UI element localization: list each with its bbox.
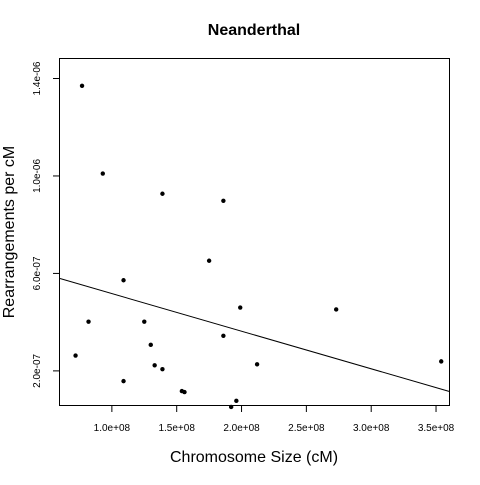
data-point [121,278,126,283]
y-tick-label: 1.4e-06 [32,61,43,95]
regression-line-group [59,278,450,392]
data-point [333,307,339,312]
x-tick-label: 2.5e+08 [288,423,325,434]
data-point [86,319,91,324]
x-tick-label: 3.5e+08 [418,423,455,434]
x-axis-title: Chromosome Size (cM) [170,449,338,466]
y-tick-label: 6.0e-07 [32,256,43,290]
data-point [100,171,105,176]
y-axis-title: Rearrangements per cM [1,146,18,319]
data-point [152,363,157,368]
data-point [160,191,165,196]
plot-frame [59,58,450,406]
x-tick-label: 1.0e+08 [94,423,131,434]
y-tick-label: 2.0e-07 [32,353,43,387]
data-points [73,83,444,410]
data-point [182,389,187,395]
data-point [221,333,226,338]
y-tick-label: 1.0e-06 [32,159,43,193]
chart-title: Neanderthal [208,22,300,39]
data-point [148,342,153,348]
data-point [439,359,444,364]
regression-line [59,278,450,392]
data-point [234,398,239,404]
data-point [228,404,234,410]
x-axis: 1.0e+08 1.5e+08 2.0e+08 2.5e+08 3.0e+08 3.5e+… [94,405,455,434]
x-tick-label: 1.5e+08 [158,423,195,434]
data-point [221,198,226,204]
data-point [206,258,212,263]
data-point [121,378,126,384]
x-tick-label: 3.0e+08 [353,423,390,434]
data-point [73,353,78,358]
data-point [142,319,147,324]
data-point [254,362,260,367]
data-point [79,83,85,89]
x-tick-label: 2.0e+08 [223,423,260,434]
y-axis: 2.0e-07 6.0e-07 1.0e-06 1.4e-06 [32,61,60,388]
data-point [160,366,165,372]
data-point [238,305,243,310]
